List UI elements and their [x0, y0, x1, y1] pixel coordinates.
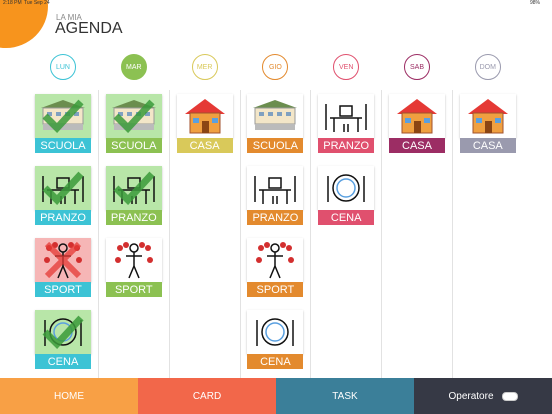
tab-label: CARD [192, 390, 222, 402]
agenda-card[interactable]: CASA [176, 94, 233, 153]
footer-tab[interactable]: Operatore [414, 378, 552, 414]
card-image [176, 94, 233, 138]
agenda-card[interactable]: PRANZO [318, 94, 375, 153]
column-divider [239, 90, 241, 378]
column-divider [452, 90, 453, 378]
card-image [247, 310, 304, 354]
day-button[interactable]: LUN [50, 54, 76, 80]
card-icon [184, 99, 225, 134]
agenda-card[interactable]: SCUOLA [105, 94, 162, 153]
card-label: PRANZO [35, 210, 91, 225]
card-icon [113, 171, 155, 206]
card-icon [254, 176, 297, 204]
card-label: SPORT [105, 282, 162, 297]
card-image [35, 94, 91, 138]
header-title: AGENDA [55, 20, 123, 37]
card-icon [41, 99, 85, 134]
column-divider [168, 90, 170, 378]
day-button[interactable]: MAR [120, 54, 147, 80]
card-icon [256, 242, 295, 279]
day-button[interactable]: GIO [262, 54, 289, 80]
card-image [459, 94, 516, 138]
card-icon [325, 104, 367, 132]
card-label: CENA [35, 354, 91, 369]
agenda-card[interactable]: PRANZO [247, 166, 304, 225]
header-subtitle: LA MIA [56, 13, 82, 22]
agenda-card[interactable]: SCUOLA [35, 94, 91, 153]
card-icon [253, 100, 298, 130]
card-icon [111, 99, 156, 134]
card-label: CENA [247, 354, 304, 369]
card-label: PRANZO [318, 138, 375, 153]
card-label: CASA [389, 138, 445, 153]
column-divider [98, 90, 99, 378]
card-icon [44, 241, 82, 279]
card-icon [114, 242, 153, 279]
tab-label: HOME [54, 390, 84, 402]
agenda-card[interactable]: CENA [35, 310, 91, 369]
status-time: 2:18 PM [3, 0, 22, 6]
agenda-card[interactable]: CASA [389, 94, 445, 153]
agenda-card[interactable]: CASA [459, 94, 516, 153]
card-image [35, 310, 91, 354]
column-divider [381, 90, 383, 378]
card-image [389, 94, 445, 138]
card-label: PRANZO [105, 210, 162, 225]
card-image [105, 238, 162, 282]
agenda-card[interactable]: SCUOLA [247, 94, 304, 153]
card-image [318, 94, 375, 138]
column-divider [310, 90, 312, 378]
card-icon [327, 174, 365, 202]
day-button[interactable]: MER [191, 54, 218, 80]
tab-label: TASK [332, 390, 358, 402]
card-label: SCUOLA [35, 138, 91, 153]
card-image [105, 94, 162, 138]
day-button[interactable]: DOM [474, 54, 501, 80]
card-label: SPORT [35, 282, 91, 297]
card-icon [397, 99, 437, 134]
card-label: CENA [318, 210, 375, 225]
card-label: CASA [176, 138, 233, 153]
status-battery: 98% [529, 0, 540, 6]
card-label: CASA [459, 138, 516, 153]
toggle-switch[interactable] [501, 391, 518, 401]
agenda-card[interactable]: SPORT [35, 238, 91, 297]
card-icon [42, 315, 84, 350]
footer-tab[interactable]: CARD [138, 378, 276, 414]
card-image [35, 166, 91, 210]
card-image [247, 166, 304, 210]
agenda-card[interactable]: PRANZO [35, 166, 91, 225]
agenda-card[interactable]: PRANZO [105, 166, 162, 225]
card-label: PRANZO [247, 210, 304, 225]
card-icon [42, 171, 84, 206]
agenda-card[interactable]: CENA [318, 166, 375, 225]
agenda-card[interactable]: CENA [247, 310, 304, 369]
card-label: SCUOLA [247, 138, 304, 153]
card-image [247, 94, 304, 138]
card-icon [256, 318, 295, 346]
status-date: Tue Sep 24 [24, 0, 50, 6]
agenda-card[interactable]: SPORT [105, 238, 162, 297]
tab-label: Operatore [448, 390, 494, 402]
corner-decoration [0, 0, 48, 48]
agenda-card[interactable]: SPORT [247, 238, 304, 297]
card-image [318, 166, 375, 210]
footer-tab[interactable]: HOME [0, 378, 138, 414]
card-label: SCUOLA [105, 138, 162, 153]
card-label: SPORT [247, 282, 304, 297]
card-icon [467, 99, 508, 134]
card-image [105, 166, 162, 210]
day-button[interactable]: VEN [333, 54, 360, 80]
card-image [247, 238, 304, 282]
footer-tab[interactable]: TASK [276, 378, 414, 414]
day-button[interactable]: SAB [404, 54, 430, 80]
card-image [35, 238, 91, 282]
